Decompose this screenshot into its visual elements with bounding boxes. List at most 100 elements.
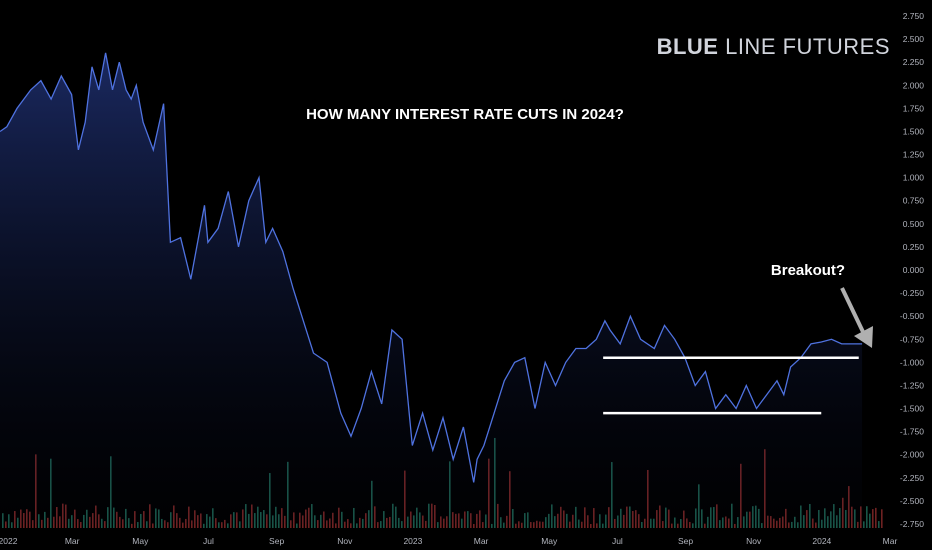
volume-bar [662,521,664,528]
volume-bar [602,523,604,528]
volume-bar [677,523,679,528]
y-tick-label: -2.750 [900,519,924,529]
volume-bar [11,522,13,528]
volume-bar [875,507,877,528]
volume-bar [863,521,865,528]
volume-bar [182,522,184,528]
volume-bar [581,521,583,528]
volume-bar [335,523,337,528]
volume-bar [344,521,346,528]
volume-bar [425,520,427,528]
volume-bar [536,520,538,528]
volume-bar [473,523,475,528]
y-tick-label: 0.750 [903,196,925,206]
volume-bar [164,520,166,528]
volume-bar [296,523,298,528]
volume-bar [482,522,484,528]
y-tick-label: -2.500 [900,496,924,506]
volume-bar [218,522,220,528]
x-tick-label: May [132,536,149,546]
volume-bar [326,520,328,528]
y-axis: 2.750 2.500 2.250 2.000 1.750 1.500 1.250 1.000… [900,11,924,529]
volume-bar [815,522,817,528]
chart-title: HOW MANY INTEREST RATE CUTS IN 2024? [306,106,624,123]
y-tick-label: -0.500 [900,311,924,321]
volume-bar [317,520,319,528]
volume-bar [146,521,148,528]
x-tick-label: Mar [65,536,80,546]
x-tick-label: Sep [678,536,693,546]
volume-bar [518,521,520,528]
volume-bar [515,523,517,528]
volume-bar [131,523,133,528]
y-tick-label: 1.250 [903,150,925,160]
y-tick-label: 1.500 [903,126,925,136]
y-tick-label: -1.000 [900,357,924,367]
price-line [0,52,863,483]
volume-bar [5,521,7,528]
volume-bar [227,523,229,528]
volume-bar [356,523,358,528]
volume-bar [152,523,154,528]
volume-bar [533,522,535,528]
x-tick-label: Jul [203,536,214,546]
y-tick-label: -1.500 [900,404,924,414]
support-resistance-lines [603,356,859,415]
volume-bar [80,522,82,528]
volume-bar [590,523,592,528]
volume-bar [539,521,541,528]
volume-bar [881,509,883,528]
volume-bar [797,522,799,528]
volume-bar [542,521,544,528]
y-tick-label: 0.250 [903,242,925,252]
volume-bar [788,522,790,528]
volume-bar [380,521,382,528]
y-tick-label: 0.500 [903,219,925,229]
volume-bar [596,523,598,528]
volume-bar [869,513,871,528]
volume-bar [704,523,706,528]
volume-bar [32,520,34,528]
y-tick-label: 1.000 [903,173,925,183]
y-tick-label: -1.750 [900,427,924,437]
x-tick-label: Jul [612,536,623,546]
volume-bar [350,523,352,528]
brand-bold: BLUE [657,34,719,59]
brand-rest: LINE FUTURES [718,34,890,59]
volume-bar [203,523,205,528]
volume-bar [191,520,193,528]
volume-bar [761,523,763,528]
volume-bar [491,523,493,528]
y-tick-label: -0.750 [900,334,924,344]
volume-bar [377,522,379,528]
y-tick-label: 2.000 [903,80,925,90]
x-tick-label: Sep [269,536,284,546]
volume-bar [776,520,778,528]
x-tick-label: Mar [474,536,489,546]
x-tick-label: 2023 [403,536,422,546]
breakout-arrow-icon [840,287,873,348]
volume-bar [692,523,694,528]
volume-bar [791,521,793,528]
volume-bar [641,522,643,528]
volume-bar [872,509,874,528]
y-tick-label: 2.500 [903,34,925,44]
volume-bar [239,521,241,528]
x-tick-label: Nov [746,536,762,546]
x-axis: 2022 Mar May Jul Sep Nov 2023 Mar May Jul Sep Nov 20… [0,536,897,546]
volume-bar [221,522,223,528]
x-tick-label: Mar [883,536,898,546]
y-tick-label: -0.250 [900,288,924,298]
y-tick-label: -2.250 [900,473,924,483]
y-tick-label: -1.250 [900,380,924,390]
volume-bar [290,520,292,528]
volume-bar [137,522,139,528]
volume-bar [857,521,859,528]
y-tick-label: 2.750 [903,11,925,21]
volume-bar [734,523,736,528]
svg-text:BLUE LINE FUTURES: BLUE LINE FUTURES [657,34,890,59]
x-tick-label: 2022 [0,536,18,546]
volume-bar [503,522,505,528]
x-tick-label: Nov [337,536,353,546]
